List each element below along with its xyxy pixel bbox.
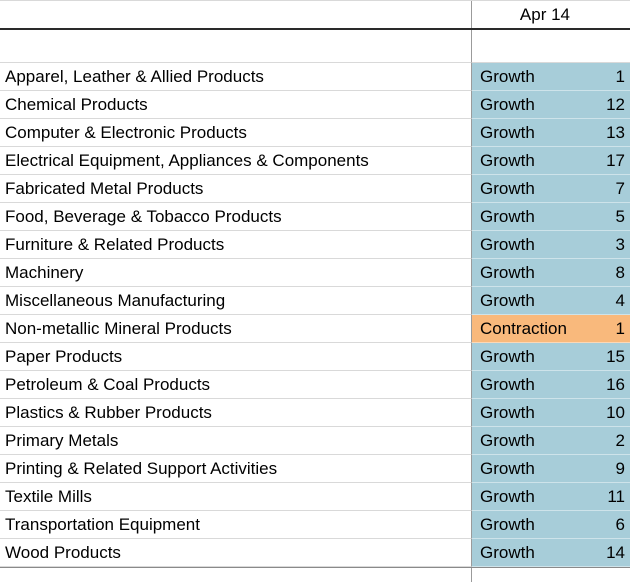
- value-cell[interactable]: 13: [578, 119, 630, 147]
- table-row: Fabricated Metal Products Growth 7: [0, 175, 630, 203]
- table-row: Transportation Equipment Growth 6: [0, 511, 630, 539]
- value-cell[interactable]: 1: [578, 63, 630, 91]
- industry-name-cell[interactable]: Transportation Equipment: [0, 511, 472, 539]
- value-cell[interactable]: 12: [578, 91, 630, 119]
- status-cell[interactable]: Growth: [472, 63, 578, 91]
- table-body: Apparel, Leather & Allied Products Growth…: [0, 63, 630, 567]
- industry-name-cell[interactable]: Wood Products: [0, 539, 472, 567]
- value-cell[interactable]: 3: [578, 231, 630, 259]
- status-cell[interactable]: Growth: [472, 483, 578, 511]
- status-cell[interactable]: Growth: [472, 511, 578, 539]
- bottom-empty-row: [0, 567, 630, 582]
- value-cell[interactable]: 15: [578, 343, 630, 371]
- table-row: Paper Products Growth 15: [0, 343, 630, 371]
- industry-name-cell[interactable]: Fabricated Metal Products: [0, 175, 472, 203]
- value-cell[interactable]: 1: [578, 315, 630, 343]
- status-cell[interactable]: Growth: [472, 539, 578, 567]
- value-cell[interactable]: 11: [578, 483, 630, 511]
- status-cell[interactable]: Growth: [472, 91, 578, 119]
- status-cell[interactable]: Growth: [472, 147, 578, 175]
- value-cell[interactable]: 17: [578, 147, 630, 175]
- status-cell[interactable]: Growth: [472, 203, 578, 231]
- status-cell[interactable]: Growth: [472, 399, 578, 427]
- industry-name-cell[interactable]: Printing & Related Support Activities: [0, 455, 472, 483]
- industry-name-cell[interactable]: Electrical Equipment, Appliances & Compo…: [0, 147, 472, 175]
- industry-name-cell[interactable]: Apparel, Leather & Allied Products: [0, 63, 472, 91]
- value-cell[interactable]: 14: [578, 539, 630, 567]
- status-cell[interactable]: Contraction: [472, 315, 578, 343]
- value-cell[interactable]: 2: [578, 427, 630, 455]
- status-cell[interactable]: Growth: [472, 287, 578, 315]
- table-row: Machinery Growth 8: [0, 259, 630, 287]
- header-empty-cell[interactable]: [0, 1, 472, 28]
- table-row: Chemical Products Growth 12: [0, 91, 630, 119]
- value-cell[interactable]: 9: [578, 455, 630, 483]
- industry-name-cell[interactable]: Plastics & Rubber Products: [0, 399, 472, 427]
- status-cell[interactable]: Growth: [472, 231, 578, 259]
- industry-name-cell[interactable]: Non-metallic Mineral Products: [0, 315, 472, 343]
- table-row: Plastics & Rubber Products Growth 10: [0, 399, 630, 427]
- table-row: Printing & Related Support Activities Gro…: [0, 455, 630, 483]
- value-cell[interactable]: 4: [578, 287, 630, 315]
- industry-name-cell[interactable]: Paper Products: [0, 343, 472, 371]
- industry-name-cell[interactable]: Chemical Products: [0, 91, 472, 119]
- spacer-row: [0, 30, 630, 63]
- table-row: Petroleum & Coal Products Growth 16: [0, 371, 630, 399]
- table-row: Textile Mills Growth 11: [0, 483, 630, 511]
- industry-name-cell[interactable]: Primary Metals: [0, 427, 472, 455]
- header-value-cell[interactable]: [578, 1, 630, 28]
- status-cell[interactable]: Growth: [472, 427, 578, 455]
- industry-name-cell[interactable]: Machinery: [0, 259, 472, 287]
- empty-cell[interactable]: [578, 30, 630, 63]
- table-row: Miscellaneous Manufacturing Growth 4: [0, 287, 630, 315]
- industry-name-cell[interactable]: Computer & Electronic Products: [0, 119, 472, 147]
- status-cell[interactable]: Growth: [472, 371, 578, 399]
- table-row: Wood Products Growth 14: [0, 539, 630, 567]
- industry-name-cell[interactable]: Textile Mills: [0, 483, 472, 511]
- table-row: Electrical Equipment, Appliances & Compo…: [0, 147, 630, 175]
- table-row: Non-metallic Mineral Products Contraction…: [0, 315, 630, 343]
- status-cell[interactable]: Growth: [472, 119, 578, 147]
- empty-cell[interactable]: [0, 30, 472, 63]
- status-cell[interactable]: Growth: [472, 455, 578, 483]
- table-row: Apparel, Leather & Allied Products Growth…: [0, 63, 630, 91]
- value-cell[interactable]: 6: [578, 511, 630, 539]
- value-cell[interactable]: 16: [578, 371, 630, 399]
- empty-cell[interactable]: [472, 568, 578, 582]
- table-row: Computer & Electronic Products Growth 13: [0, 119, 630, 147]
- value-cell[interactable]: 10: [578, 399, 630, 427]
- status-cell[interactable]: Growth: [472, 259, 578, 287]
- empty-cell[interactable]: [0, 568, 472, 582]
- industry-name-cell[interactable]: Furniture & Related Products: [0, 231, 472, 259]
- industry-name-cell[interactable]: Food, Beverage & Tobacco Products: [0, 203, 472, 231]
- header-row: Apr 14: [0, 0, 630, 30]
- table-row: Primary Metals Growth 2: [0, 427, 630, 455]
- value-cell[interactable]: 7: [578, 175, 630, 203]
- industry-name-cell[interactable]: Miscellaneous Manufacturing: [0, 287, 472, 315]
- value-cell[interactable]: 8: [578, 259, 630, 287]
- empty-cell[interactable]: [472, 30, 578, 63]
- industry-name-cell[interactable]: Petroleum & Coal Products: [0, 371, 472, 399]
- value-cell[interactable]: 5: [578, 203, 630, 231]
- status-cell[interactable]: Growth: [472, 175, 578, 203]
- table-row: Furniture & Related Products Growth 3: [0, 231, 630, 259]
- empty-cell[interactable]: [578, 568, 630, 582]
- status-cell[interactable]: Growth: [472, 343, 578, 371]
- table-row: Food, Beverage & Tobacco Products Growth 5: [0, 203, 630, 231]
- header-date-cell[interactable]: Apr 14: [519, 4, 570, 24]
